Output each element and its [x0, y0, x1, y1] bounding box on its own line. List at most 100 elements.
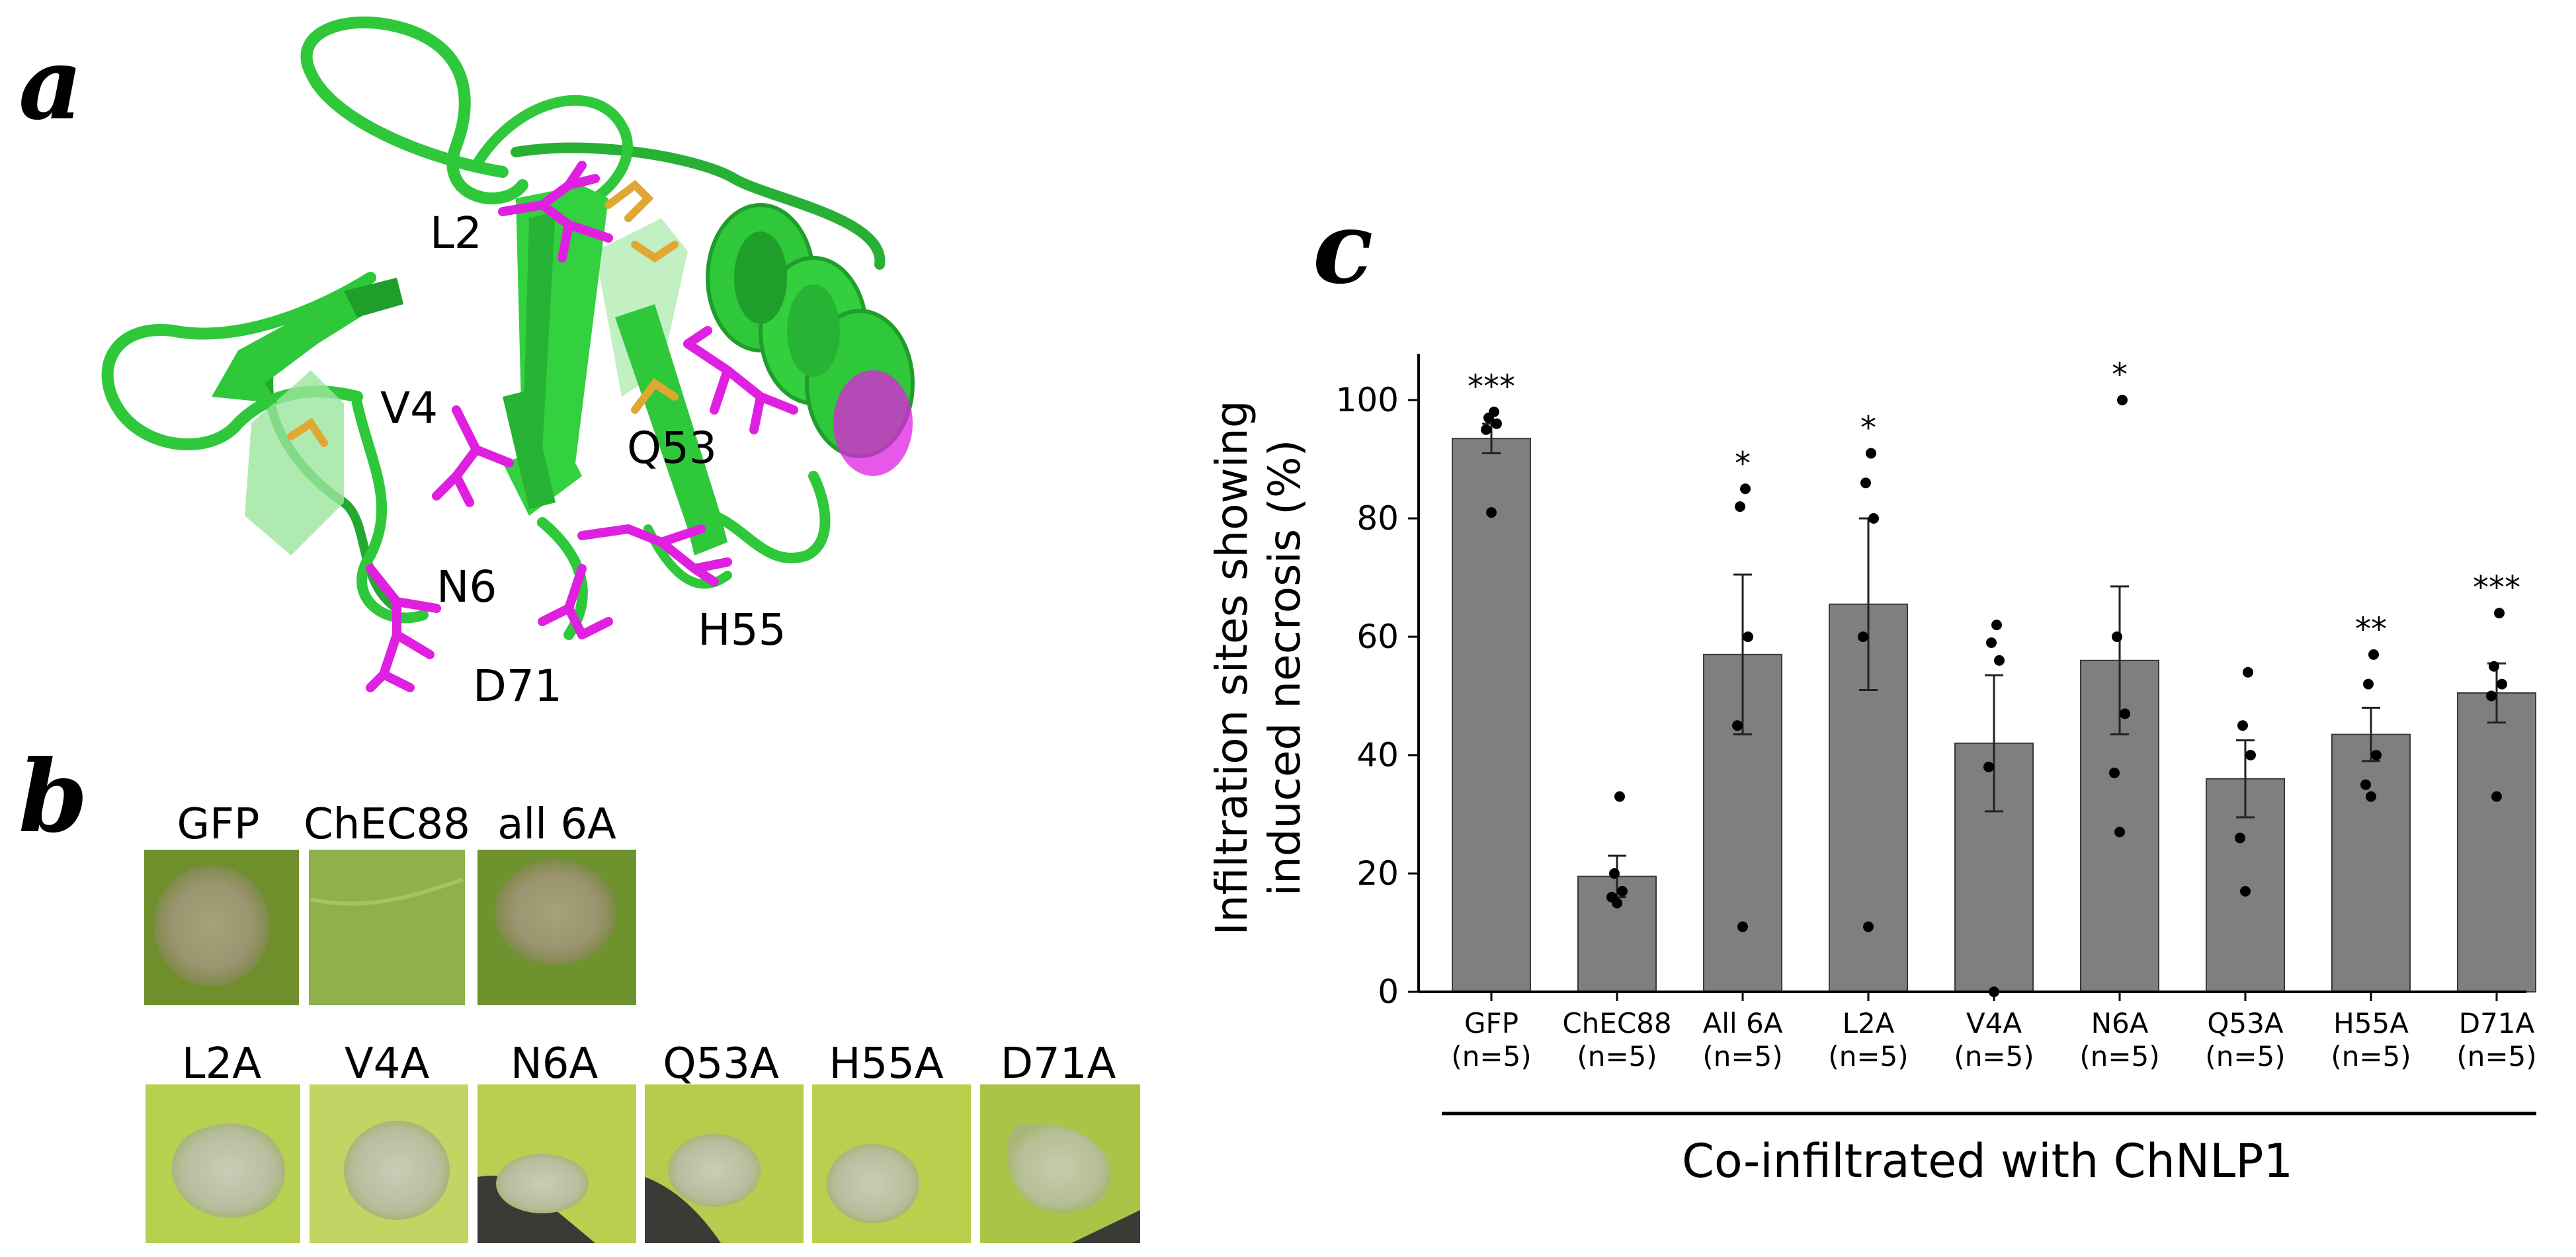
back-sheet	[245, 370, 344, 555]
data-point	[2245, 750, 2256, 760]
x-tick-sublabel: (n=5)	[1451, 1040, 1531, 1073]
x-tick-label: N6A	[2091, 1007, 2149, 1039]
residue-label: D71	[473, 661, 562, 711]
leaf-label: H55A	[829, 1039, 944, 1088]
data-point	[2494, 608, 2505, 619]
protein-structure: L2 V4 Q53 N6 H55 D71	[101, 16, 915, 711]
data-point	[2109, 767, 2120, 778]
x-tick-sublabel: (n=5)	[1702, 1040, 1782, 1073]
y-axis-label: Infiltration sites showing	[1206, 400, 1257, 935]
data-point	[2497, 678, 2507, 690]
x-tick-label: Q53A	[2207, 1007, 2284, 1039]
data-point	[2491, 791, 2502, 802]
significance-label: **	[2355, 611, 2387, 648]
leaf-image-n6a	[478, 1084, 636, 1243]
panel-label-a: a	[19, 26, 83, 142]
significance-label: ***	[2473, 569, 2520, 606]
data-point	[1737, 921, 1748, 932]
data-point	[2240, 885, 2251, 897]
bar	[1452, 438, 1531, 993]
data-point	[1732, 720, 1743, 731]
x-tick-label: All 6A	[1703, 1007, 1783, 1039]
x-tick-sublabel: (n=5)	[2331, 1040, 2411, 1073]
leaf-image-d71a	[980, 1084, 1140, 1243]
residue-label: V4	[380, 383, 438, 434]
leaf-label: ChEC88	[304, 800, 470, 849]
leaf-image-h55a	[812, 1084, 971, 1243]
leaf-photos: GFP ChEC88 all 6A L2A V4A N6A Q53A H55A …	[144, 800, 1140, 1243]
data-point	[1863, 921, 1874, 932]
leaf-image-l2a	[145, 1084, 300, 1243]
y-tick-label: 100	[1336, 381, 1399, 419]
x-tick-label: GFP	[1464, 1007, 1518, 1039]
data-point	[2235, 832, 2245, 844]
x-tick-sublabel: (n=5)	[1954, 1040, 2034, 1073]
data-point	[2371, 750, 2382, 760]
data-point	[1735, 501, 1745, 512]
significance-label: *	[1735, 445, 1751, 482]
x-tick-sublabel: (n=5)	[2456, 1040, 2536, 1073]
data-point	[1740, 483, 1751, 495]
data-point	[1491, 418, 1502, 429]
data-point	[1983, 761, 1994, 772]
x-tick-label: L2A	[1843, 1007, 1895, 1039]
data-point	[2114, 827, 2125, 838]
data-point	[1991, 620, 2002, 631]
significance-label: *	[1860, 410, 1876, 447]
leaf-image-v4a	[310, 1084, 468, 1243]
data-point	[1986, 637, 1997, 648]
beta-strand	[212, 284, 370, 403]
data-point	[2368, 649, 2379, 660]
data-point	[1489, 406, 1499, 417]
bar	[2331, 733, 2411, 993]
data-point	[2363, 678, 2374, 690]
data-point	[1858, 631, 1868, 642]
data-point	[2360, 779, 2371, 790]
data-point	[1617, 885, 1628, 897]
leaf-label: Q53A	[663, 1039, 779, 1088]
leaf-image-all6a	[478, 850, 636, 1005]
leaf-image-chec88	[309, 850, 465, 1005]
data-point	[1743, 631, 1753, 642]
data-point	[1860, 477, 1871, 489]
bar	[2457, 692, 2536, 993]
leaf-image-gfp	[144, 850, 299, 1005]
x-tick-label: ChEC88	[1562, 1007, 1671, 1039]
leaf-label: all 6A	[497, 800, 616, 849]
disulfide-bonds	[287, 180, 679, 447]
residue-label: H55	[698, 604, 786, 655]
data-point	[1481, 424, 1491, 435]
alpha-helix	[706, 203, 915, 476]
panel-label-b: b	[19, 739, 88, 855]
x-tick-sublabel: (n=5)	[2205, 1040, 2285, 1073]
y-tick-label: 20	[1356, 854, 1399, 893]
y-tick-label: 80	[1356, 499, 1399, 538]
significance-label: ***	[1468, 368, 1515, 405]
data-point	[1866, 448, 1876, 459]
data-point	[2243, 667, 2253, 678]
residue-label: Q53	[627, 423, 717, 473]
data-point	[1486, 507, 1497, 518]
data-point	[2366, 791, 2376, 802]
y-tick-label: 60	[1356, 618, 1399, 656]
data-point	[1614, 791, 1625, 802]
x-axis-label: Co-infiltrated with ChNLP1	[1682, 1134, 2293, 1188]
data-point	[2112, 631, 2122, 642]
residue-label: L2	[430, 208, 482, 259]
data-point	[2117, 395, 2128, 405]
x-tick-sublabel: (n=5)	[1828, 1040, 1908, 1073]
leaf-image-q53a	[645, 1084, 804, 1243]
y-tick-label: 40	[1356, 736, 1399, 774]
x-tick-label: D71A	[2459, 1007, 2535, 1039]
y-tick-label: 0	[1378, 973, 1399, 1011]
data-point	[1609, 868, 1620, 879]
data-point	[1606, 891, 1617, 903]
panel-label-c: c	[1313, 190, 1374, 306]
data-point	[2489, 661, 2499, 672]
data-point	[1994, 655, 2005, 666]
data-point	[2486, 690, 2497, 702]
y-axis-label: induced necrosis (%)	[1259, 440, 1310, 897]
leaf-label: V4A	[345, 1039, 430, 1088]
leaf-label: N6A	[511, 1039, 599, 1088]
leaf-label: L2A	[182, 1039, 261, 1088]
